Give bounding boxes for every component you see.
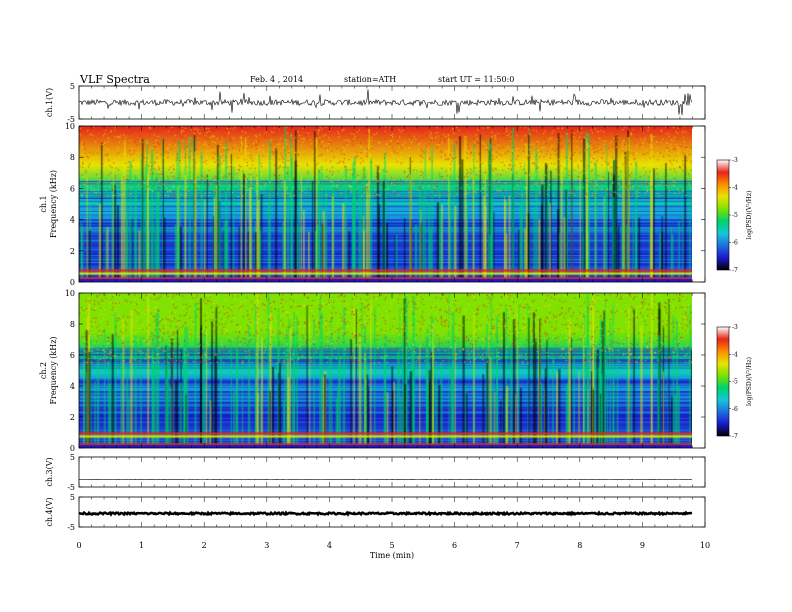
x-tick-label: 10 (700, 541, 710, 550)
y-axis-label: ch.4(V) (45, 497, 54, 526)
ch2-colorbar-gradient (717, 327, 729, 436)
ch1-spectrogram-image (79, 126, 692, 282)
channel-label: ch.1 (39, 195, 48, 212)
y-tick-label: -5 (67, 115, 75, 124)
y-tick-label: 5 (70, 493, 75, 502)
waveform-trace (79, 510, 693, 517)
colorbar-label: log(PSD)(V²/Hz) (746, 191, 753, 240)
y-tick-label: 4 (70, 382, 75, 391)
ch2-spectrogram-image (79, 293, 692, 448)
x-tick-label: 8 (577, 541, 582, 550)
y-tick-label: 2 (70, 413, 75, 422)
y-tick-label: 8 (70, 320, 75, 329)
ch2-colorbar: -3 -4 -5 -6 -7 log(PSD)(V²/Hz) (716, 324, 753, 440)
y-tick-label: 0 (70, 278, 75, 287)
y-axis-label: ch.1(V) (45, 88, 54, 117)
y-tick-label: 10 (65, 122, 75, 131)
x-tick-label: 9 (640, 541, 645, 550)
ch1-colorbar: -3 -4 -5 -6 -7 log(PSD)(V²/Hz) (716, 157, 753, 274)
colorbar-tick-label: -7 (732, 433, 738, 440)
y-axis-label: Frequency (kHz) (49, 336, 58, 404)
ch3-waveform-panel: 5 -5 ch.3(V) (45, 453, 706, 492)
date-label: Feb. 4 , 2014 (250, 75, 303, 84)
colorbar-tick-label: -6 (732, 240, 738, 247)
channel-label: ch.2 (39, 362, 48, 379)
x-axis-label: Time (min) (370, 551, 414, 560)
colorbar-tick-label: -4 (732, 351, 738, 358)
y-axis-label: ch.3(V) (45, 457, 54, 486)
colorbar-tick-label: -7 (732, 267, 738, 274)
time-axis: 0 1 2 3 4 5 6 7 8 9 10 (76, 541, 710, 550)
ch1-waveform-panel: 5 -5 ch.1(V) (45, 82, 706, 124)
x-tick-label: 4 (327, 541, 332, 550)
station-label: station=ATH (344, 75, 396, 84)
y-tick-label: 6 (70, 351, 75, 360)
x-tick-label: 6 (452, 541, 457, 550)
ch1-colorbar-gradient (717, 160, 729, 270)
ch4-waveform-panel: 5 -5 ch.4(V) (45, 493, 706, 532)
y-tick-label: 5 (70, 82, 75, 91)
y-tick-label: 10 (65, 289, 75, 298)
x-tick-label: 2 (202, 541, 207, 550)
ch2-spectrogram-panel: 0 2 4 6 8 10 ch.2 Frequency (kHz) (39, 289, 706, 453)
y-tick-label: -5 (67, 523, 75, 532)
y-tick-label: 0 (70, 444, 75, 453)
colorbar-tick-label: -5 (732, 212, 738, 219)
y-tick-label: 4 (70, 216, 75, 225)
colorbar-tick-label: -6 (732, 406, 738, 413)
x-tick-label: 7 (515, 541, 520, 550)
y-tick-label: -5 (67, 483, 75, 492)
x-tick-label: 5 (389, 541, 394, 550)
x-tick-label: 3 (264, 541, 269, 550)
colorbar-tick-label: -4 (732, 185, 738, 192)
y-tick-label: 8 (70, 153, 75, 162)
waveform-trace (78, 89, 693, 116)
colorbar-tick-label: -3 (732, 324, 738, 331)
x-tick-label: 1 (139, 541, 144, 550)
figure-title: VLF Spectra (79, 73, 150, 86)
colorbar-tick-label: -5 (732, 379, 738, 386)
y-axis-label: Frequency (kHz) (49, 170, 58, 238)
y-tick-label: 2 (70, 247, 75, 256)
x-tick-label: 0 (76, 541, 81, 550)
y-tick-label: 5 (70, 453, 75, 462)
colorbar-label: log(PSD)(V²/Hz) (746, 357, 753, 406)
y-tick-label: 6 (70, 184, 75, 193)
start-time-label: start UT = 11:50:0 (438, 75, 514, 84)
colorbar-tick-label: -3 (732, 157, 738, 164)
ch1-spectrogram-panel: 0 2 4 6 8 10 ch.1 Frequency (kHz) (39, 122, 706, 287)
